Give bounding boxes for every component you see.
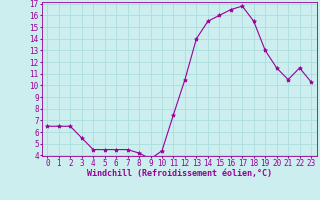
- X-axis label: Windchill (Refroidissement éolien,°C): Windchill (Refroidissement éolien,°C): [87, 169, 272, 178]
